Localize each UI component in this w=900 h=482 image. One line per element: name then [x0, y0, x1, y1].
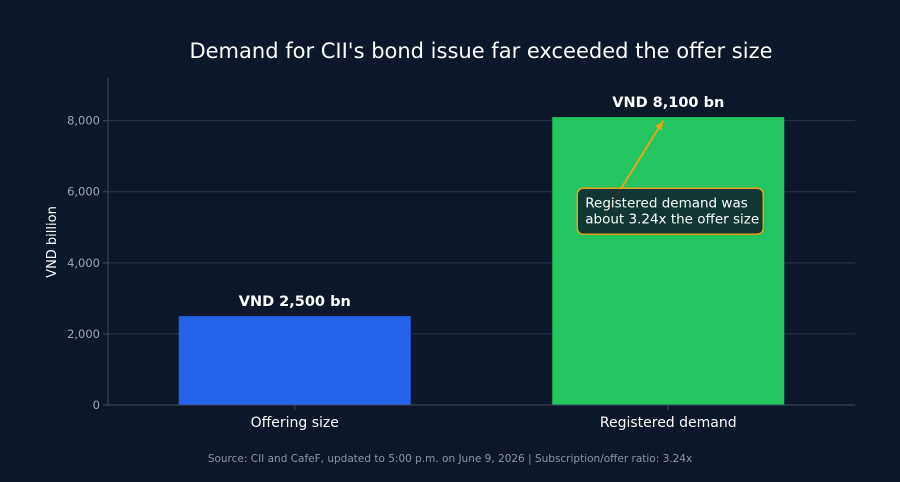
annotation-text-line-1: Registered demand was [585, 195, 748, 211]
annotation-text-line-2: about 3.24x the offer size [585, 211, 759, 227]
annotation-box [576, 187, 764, 236]
chart-title: Demand for CII's bond issue far exceeded… [189, 39, 772, 63]
y-tick-label: 4,000 [67, 256, 100, 270]
x-tick-label: Offering size [251, 415, 339, 431]
x-tick-label: Registered demand [600, 415, 737, 431]
data-label: VND 2,500 bn [239, 294, 351, 310]
annotation: Registered demand was about 3.24x the of… [576, 120, 764, 236]
y-tick-label: 2,000 [67, 327, 100, 341]
y-axis-ticks: 0 2,000 4,000 6,000 8,000 [67, 114, 108, 412]
bars [178, 117, 785, 405]
y-axis-label: VND billion [45, 206, 60, 278]
y-tick-label: 0 [93, 398, 100, 412]
x-axis-ticks: Offering size Registered demand [251, 405, 737, 431]
y-tick-label: 6,000 [67, 185, 100, 199]
data-labels: VND 2,500 bn VND 8,100 bn [239, 95, 725, 310]
bar-registered-demand [552, 117, 785, 405]
source-caption: Source: CII and CafeF, updated to 5:00 p… [208, 453, 692, 465]
bar-offering-size [178, 316, 411, 405]
annotation-arrowhead [655, 120, 664, 131]
data-label: VND 8,100 bn [612, 95, 724, 111]
y-tick-label: 8,000 [67, 114, 100, 128]
